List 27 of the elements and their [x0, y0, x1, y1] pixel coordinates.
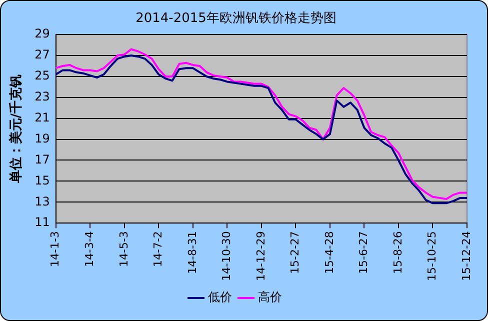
x-tick-label: 14-8-31 [186, 231, 199, 274]
x-tick-label: 15-10-25 [426, 231, 439, 282]
legend-label: 高价 [258, 290, 282, 304]
x-tick-label: 14-5-3 [117, 231, 130, 268]
y-tick-label: 15 [34, 173, 50, 188]
x-tick-label: 15-12-24 [460, 231, 473, 282]
y-axis-title: 单位：美元/千克钒 [8, 74, 24, 184]
y-tick-label: 29 [34, 26, 50, 41]
legend-label: 低价 [208, 290, 232, 304]
x-tick-label: 14-12-29 [254, 231, 268, 282]
x-tick-label: 14-10-30 [220, 231, 234, 282]
x-tick-label: 15-4-28 [322, 231, 336, 274]
y-tick-label: 27 [34, 48, 50, 62]
y-tick-label: 25 [34, 68, 50, 83]
y-tick-label: 19 [34, 131, 50, 146]
x-tick-label: 14-3-4 [82, 231, 96, 268]
x-tick-label: 15-8-26 [391, 231, 404, 274]
y-tick-label: 17 [34, 152, 50, 166]
y-tick-label: 21 [34, 110, 50, 124]
y-tick-label: 13 [34, 194, 50, 208]
x-tick-label: 14-7-2 [152, 231, 165, 268]
y-tick-label: 23 [34, 90, 50, 104]
chart-title: 2014-2015年欧洲钒铁价格走势图 [136, 11, 336, 26]
x-tick-label: 15-2-27 [288, 231, 302, 274]
y-tick-label: 11 [34, 215, 50, 230]
x-tick-label: 15-6-27 [357, 231, 370, 274]
x-tick-label: 14-1-3 [48, 231, 62, 268]
